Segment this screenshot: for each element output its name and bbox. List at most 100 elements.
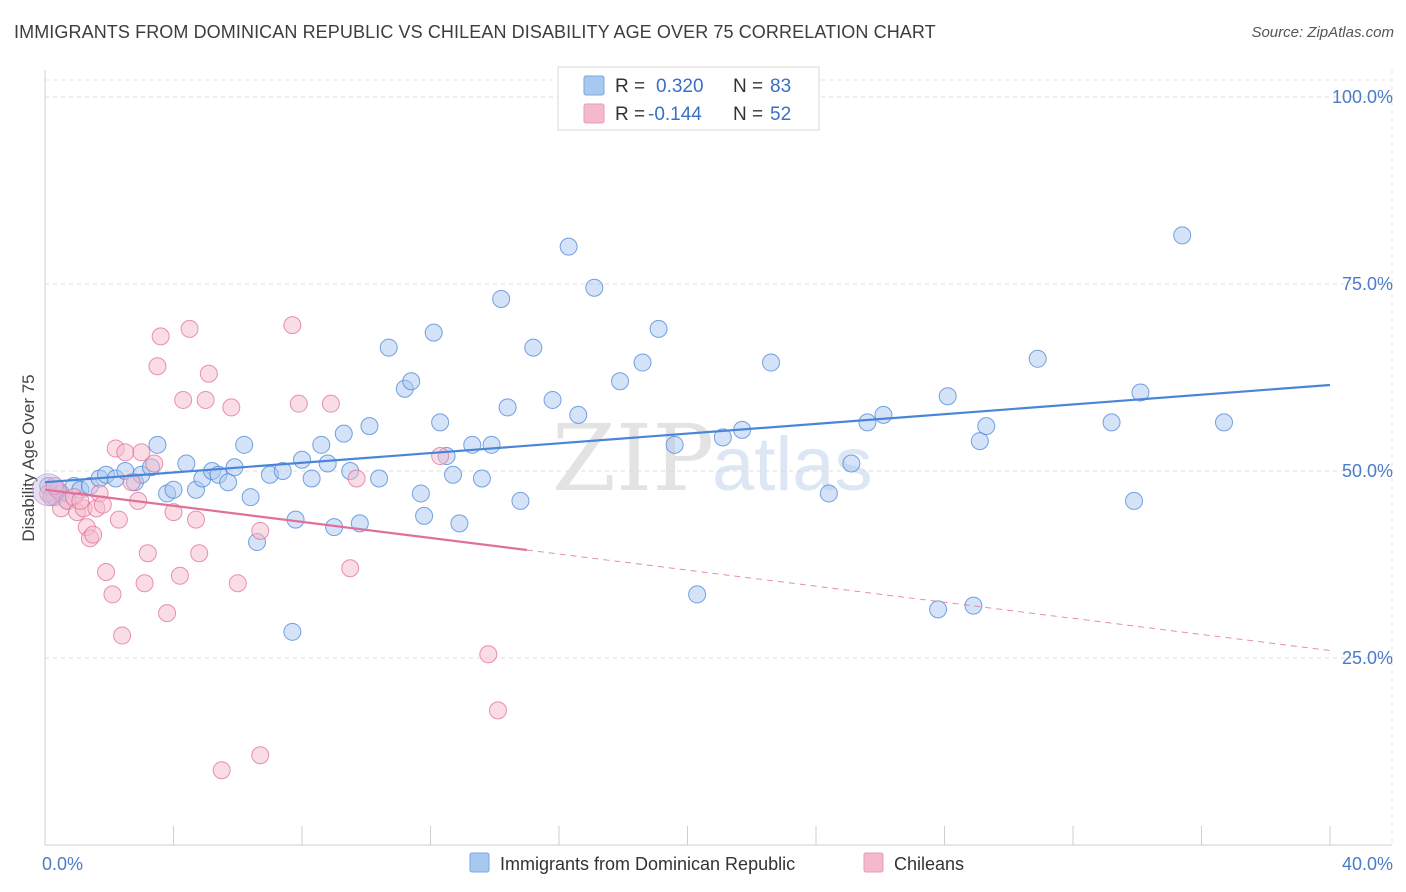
- dominican-point-29: [283, 622, 302, 641]
- dominican-point-64: [649, 319, 668, 338]
- chilean-point-48: [479, 645, 498, 664]
- dominican-point-46: [424, 323, 443, 342]
- dominican-point-54: [492, 289, 511, 308]
- bottom-legend-label-dominican: Immigrants from Dominican Republic: [500, 854, 795, 874]
- chilean-point-26: [148, 357, 167, 376]
- chilean-point-42: [283, 316, 302, 335]
- chilean-point-36: [199, 364, 218, 383]
- dominican-point-32: [302, 469, 321, 488]
- chilean-point-24: [138, 544, 157, 563]
- chilean-point-39: [228, 574, 247, 593]
- dominican-point-45: [415, 506, 434, 525]
- dominican-point-55: [498, 398, 517, 417]
- dominican-point-82: [1131, 383, 1150, 402]
- dominican-point-40: [370, 469, 389, 488]
- dominican-point-63: [633, 353, 652, 372]
- dominican-point-65: [665, 435, 684, 454]
- dominican-point-14: [148, 435, 167, 454]
- dominican-point-80: [1102, 413, 1121, 432]
- chilean-point-38: [222, 398, 241, 417]
- legend-n-value-1: 83: [770, 76, 791, 97]
- dominican-point-50: [450, 514, 469, 533]
- y-axis-label: Disability Age Over 75: [19, 374, 38, 541]
- y-tick-label-50: 50.0%: [1342, 461, 1393, 481]
- dominican-point-52: [472, 469, 491, 488]
- dominican-point-76: [964, 596, 983, 615]
- chilean-point-44: [321, 394, 340, 413]
- legend-r-label-1: R =: [615, 76, 645, 97]
- series-dominican-points: [39, 226, 1233, 641]
- dominican-point-56: [511, 491, 530, 510]
- dominican-point-83: [1173, 226, 1192, 245]
- dominican-point-33: [312, 435, 331, 454]
- chilean-point-28: [158, 604, 177, 623]
- chilean-point-49: [488, 701, 507, 720]
- bottom-legend-swatch-dominican: [469, 852, 490, 873]
- series-chilean-points: [31, 316, 507, 780]
- dominican-point-58: [543, 390, 562, 409]
- y-tick-label-75: 75.0%: [1342, 274, 1393, 294]
- chilean-point-17: [109, 510, 128, 529]
- chilean-point-10: [84, 525, 103, 544]
- dominican-point-28: [273, 462, 292, 480]
- legend-r-label-2: R =: [615, 104, 645, 125]
- chilean-point-31: [174, 390, 193, 409]
- dominican-point-61: [585, 278, 604, 297]
- chilean-point-35: [196, 390, 215, 409]
- dominican-point-39: [360, 417, 379, 436]
- legend-swatch-chilean: [583, 103, 605, 124]
- chilean-trend-line: [44, 488, 528, 552]
- chilean-point-29: [164, 503, 183, 522]
- chilean-point-45: [341, 559, 360, 578]
- dominican-point-77: [970, 432, 989, 451]
- legend-swatch-dominican: [583, 75, 605, 96]
- y-tick-label-25: 25.0%: [1342, 648, 1393, 668]
- dominican-point-47: [431, 413, 450, 432]
- dominican-point-53: [482, 435, 501, 454]
- legend-r-value-1: 0.320: [656, 76, 704, 97]
- chilean-point-22: [132, 443, 151, 462]
- dominican-point-78: [977, 417, 996, 436]
- dominican-point-17: [177, 454, 196, 473]
- legend-n-value-2: 52: [770, 104, 791, 125]
- dominican-point-84: [1214, 413, 1233, 432]
- chilean-point-40: [251, 521, 270, 540]
- source-attribution[interactable]: Source: ZipAtlas.com: [1251, 24, 1394, 41]
- chilean-trend-line-extension: [526, 549, 1331, 652]
- bottom-legend-swatch-chilean: [863, 852, 884, 873]
- chilean-point-20: [122, 473, 141, 492]
- chilean-point-33: [186, 510, 205, 529]
- bottom-legend-label-chilean: Chileans: [894, 854, 964, 874]
- dominican-point-75: [938, 387, 957, 406]
- dominican-point-69: [762, 353, 781, 372]
- dominican-point-73: [874, 405, 893, 424]
- dominican-point-59: [559, 237, 578, 256]
- correlation-legend: R = 0.320 N = 83 R = -0.144 N = 52: [557, 66, 820, 131]
- y-tick-labels: 25.0% 50.0% 75.0% 100.0%: [1332, 87, 1393, 668]
- chilean-point-18: [113, 626, 132, 645]
- x-tick-labels: 0.0% 40.0%: [42, 854, 1393, 874]
- series-legend: Immigrants from Dominican Republic Chile…: [469, 852, 964, 874]
- dominican-point-70: [819, 484, 838, 503]
- dominican-point-34: [318, 454, 337, 473]
- chilean-point-51: [71, 491, 90, 510]
- chilean-point-32: [180, 319, 199, 338]
- y-tick-label-100: 100.0%: [1332, 87, 1393, 107]
- dominican-point-16: [164, 480, 183, 499]
- chilean-point-19: [116, 443, 135, 462]
- chilean-point-46: [347, 469, 366, 488]
- dominican-trend-line: [44, 383, 1331, 484]
- chart-title: IMMIGRANTS FROM DOMINICAN REPUBLIC VS CH…: [14, 22, 936, 42]
- chilean-point-34: [190, 544, 209, 563]
- chilean-point-15: [103, 585, 122, 604]
- legend-n-label-2: N =: [733, 104, 763, 125]
- dominican-point-41: [379, 338, 398, 357]
- chilean-point-14: [97, 562, 116, 581]
- chilean-point-27: [151, 327, 170, 346]
- x-tick-label-min: 0.0%: [42, 854, 83, 874]
- chilean-point-47: [431, 447, 450, 466]
- dominican-point-36: [334, 424, 353, 443]
- dominican-point-71: [842, 454, 861, 473]
- dominican-point-66: [688, 585, 707, 604]
- chilean-point-37: [212, 761, 231, 780]
